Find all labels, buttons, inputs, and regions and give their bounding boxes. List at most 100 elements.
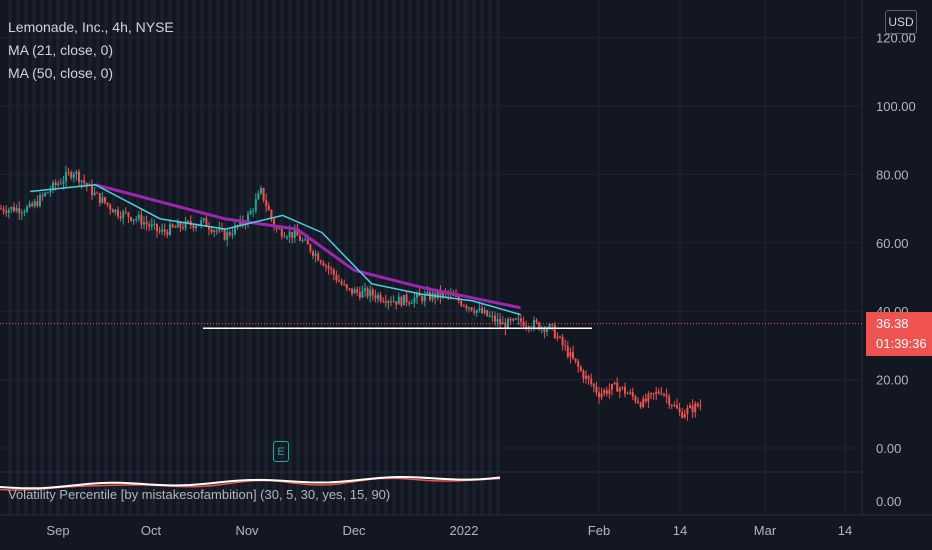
session-band	[248, 0, 252, 515]
session-band	[320, 0, 324, 515]
candle-body	[174, 226, 177, 228]
candle-body	[559, 336, 561, 338]
candle-body	[192, 225, 195, 229]
session-band	[392, 0, 396, 515]
time-tick-label: 2022	[450, 523, 479, 538]
candle-body	[98, 193, 101, 203]
candle-body	[200, 220, 203, 225]
session-band	[400, 0, 404, 515]
candle-body	[374, 295, 377, 299]
candle-body	[13, 206, 15, 212]
session-band	[208, 0, 212, 515]
candle-body	[247, 214, 249, 224]
session-band	[224, 0, 228, 515]
candle-body	[330, 268, 333, 270]
session-band	[8, 0, 12, 515]
candle-body	[257, 193, 260, 200]
candle-body	[691, 405, 694, 413]
session-band	[368, 0, 372, 515]
candle-body	[413, 297, 416, 304]
currency-button[interactable]: USD	[885, 10, 917, 34]
price-tick-label: 100.00	[876, 99, 916, 114]
candle-body	[119, 216, 122, 219]
candle-body	[28, 203, 31, 207]
session-band	[104, 0, 108, 515]
time-tick-label: Sep	[46, 523, 69, 538]
candle-body	[262, 188, 265, 201]
candle-body	[481, 308, 483, 313]
candle-body	[109, 204, 112, 210]
candle-body	[499, 319, 502, 325]
candle-body	[553, 325, 556, 339]
candle-body	[23, 211, 26, 213]
candle-body	[361, 290, 364, 298]
candle-body	[366, 288, 369, 297]
candle-body	[579, 367, 582, 371]
candle-body	[208, 226, 210, 230]
candle-body	[577, 361, 580, 368]
candle-body	[629, 392, 632, 394]
ma21-legend[interactable]: MA (21, close, 0)	[8, 42, 114, 58]
price-tick-label: 120.00	[876, 31, 916, 46]
indicator-label[interactable]: Volatility Percentile [by mistakesofambi…	[8, 487, 391, 502]
candle-body	[689, 405, 691, 409]
candle-body	[176, 222, 179, 228]
candle-body	[309, 244, 312, 252]
session-band	[40, 0, 44, 515]
candle-body	[384, 301, 387, 304]
session-band	[88, 0, 92, 515]
candle-body	[31, 203, 34, 207]
candle-body	[348, 288, 351, 290]
candle-body	[130, 217, 132, 221]
candle-body	[332, 269, 335, 275]
symbol-title[interactable]: Lemonade, Inc., 4h, NYSE	[8, 19, 174, 35]
candle-body	[124, 211, 127, 213]
candle-body	[439, 290, 442, 297]
candle-body	[65, 172, 67, 182]
session-band	[64, 0, 68, 515]
ma50-legend[interactable]: MA (50, close, 0)	[8, 65, 114, 81]
candle-body	[226, 232, 229, 240]
candle-body	[143, 222, 145, 225]
candle-body	[72, 174, 75, 178]
candle-body	[213, 230, 216, 233]
candle-body	[514, 318, 517, 320]
candle-body	[171, 224, 174, 227]
session-band	[192, 0, 196, 515]
candle-body	[642, 398, 645, 408]
candle-body	[465, 305, 468, 308]
candle-body	[340, 281, 343, 285]
price-tick-label: 20.00	[876, 373, 909, 388]
candle-body	[592, 384, 595, 387]
candle-body	[595, 386, 598, 393]
candle-body	[299, 235, 301, 241]
candle-body	[234, 225, 236, 234]
session-band	[200, 0, 204, 515]
earnings-icon[interactable]: E	[273, 441, 289, 462]
indicator-main-line	[0, 475, 501, 490]
candle-body	[673, 405, 676, 407]
candle-body	[631, 392, 634, 397]
session-band	[120, 0, 124, 515]
candle-body	[395, 301, 398, 305]
candle-body	[605, 390, 608, 394]
candle-body	[694, 403, 697, 413]
candle-body	[215, 230, 218, 232]
candle-body	[41, 195, 44, 197]
time-tick-label: 14	[673, 523, 687, 538]
candle-body	[442, 291, 444, 297]
candle-body	[210, 229, 213, 233]
candle-body	[644, 398, 647, 402]
candle-body	[522, 321, 525, 327]
candle-body	[603, 390, 606, 394]
session-band	[256, 0, 260, 515]
candle-body	[408, 302, 411, 304]
candle-body	[314, 253, 317, 256]
session-band	[496, 0, 500, 515]
candle-body	[275, 227, 278, 229]
session-band	[440, 0, 444, 515]
candle-body	[668, 396, 671, 406]
candle-body	[634, 396, 637, 402]
session-band	[232, 0, 236, 515]
